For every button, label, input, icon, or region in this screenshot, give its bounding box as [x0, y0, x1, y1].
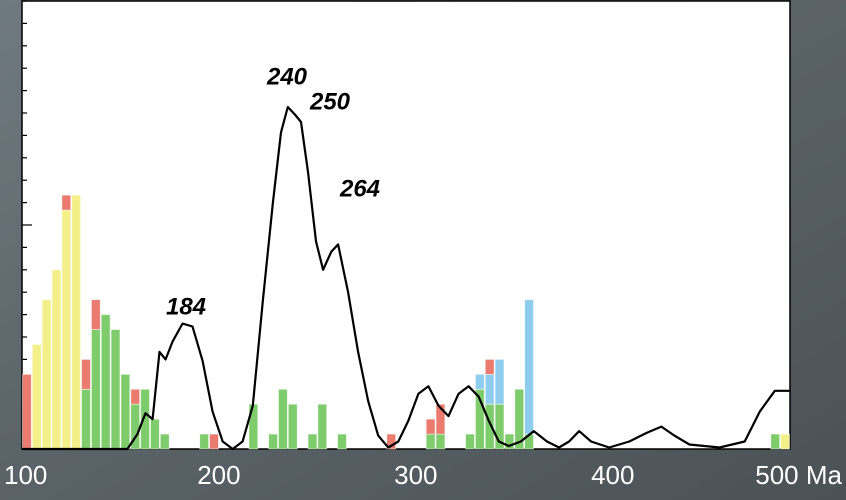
bar: [62, 210, 71, 449]
bar: [23, 374, 32, 449]
bar: [308, 434, 317, 449]
bar: [338, 434, 347, 449]
bar: [52, 270, 61, 449]
bar: [101, 315, 110, 449]
bar: [485, 359, 494, 374]
bar: [141, 389, 150, 449]
bar: [210, 434, 219, 449]
bar: [781, 434, 790, 449]
x-tick-label: 500 Ma: [755, 460, 842, 490]
bar: [426, 419, 435, 434]
bar: [525, 300, 534, 434]
bar: [466, 434, 475, 449]
bar: [42, 300, 51, 449]
peak-label: 264: [339, 175, 380, 202]
bar: [121, 374, 130, 449]
bar: [72, 195, 81, 449]
bar: [495, 359, 504, 404]
bar: [485, 374, 494, 404]
chart: 184 240250 264 100 200 300 400 500 Ma: [0, 0, 846, 500]
bar: [131, 389, 140, 404]
bar: [111, 330, 120, 449]
x-tick-label: 200: [197, 460, 240, 490]
peak-label: 184: [166, 293, 206, 320]
bar: [82, 389, 91, 449]
bar: [62, 195, 71, 210]
x-tick-label: 400: [591, 460, 634, 490]
x-tick-label: 100: [4, 460, 47, 490]
bar: [160, 434, 169, 449]
bar: [318, 404, 327, 449]
bar: [200, 434, 209, 449]
bar: [82, 359, 91, 389]
bar: [269, 434, 278, 449]
bar: [279, 389, 288, 449]
bar: [475, 374, 484, 389]
bar: [91, 330, 100, 449]
bar: [771, 434, 780, 449]
bar: [151, 419, 160, 449]
plot-area: [22, 1, 790, 449]
bar: [288, 404, 297, 449]
bar: [426, 434, 435, 449]
bar: [436, 434, 445, 449]
bar: [91, 300, 100, 330]
peak-label: 240: [266, 63, 308, 90]
x-tick-label: 300: [394, 460, 437, 490]
bar: [32, 344, 41, 449]
peak-label: 250: [309, 88, 351, 115]
page: {"chart_data": { "type": "histogram", "b…: [0, 0, 846, 500]
